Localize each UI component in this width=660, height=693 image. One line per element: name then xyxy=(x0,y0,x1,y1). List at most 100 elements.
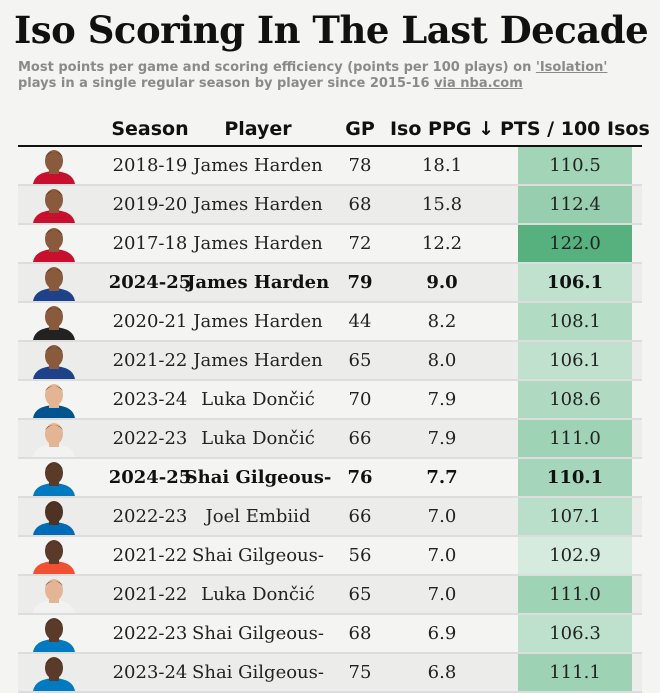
pts-per-100-cell: 107.1 xyxy=(549,506,601,527)
column-header-player: Player xyxy=(224,118,292,140)
player-cell: James Harden xyxy=(186,272,330,293)
player-cell: Shai Gilgeous- xyxy=(192,545,324,566)
table-row: 2022-23 Shai Gilgeous- 68 6.9 106.3 xyxy=(18,615,642,654)
player-headshot xyxy=(25,148,83,184)
column-header-season: Season xyxy=(111,118,189,140)
chart-title: Iso Scoring In The Last Decade xyxy=(14,8,649,52)
pts-heat-cell xyxy=(518,381,632,418)
player-cell: James Harden xyxy=(193,233,323,254)
header-divider xyxy=(18,145,642,147)
headshot-icon xyxy=(33,618,75,652)
table-row: 2024-25 Shai Gilgeous- 76 7.7 110.1 xyxy=(18,459,642,498)
isolation-link[interactable]: 'Isolation' xyxy=(535,60,608,75)
gp-cell: 76 xyxy=(347,467,373,488)
player-cell: James Harden xyxy=(193,194,323,215)
headshot-icon xyxy=(33,228,75,262)
gp-cell: 44 xyxy=(348,311,372,332)
table-row: 2021-22 James Harden 65 8.0 106.1 xyxy=(18,342,642,381)
season-cell: 2024-25 xyxy=(108,272,192,293)
player-headshot xyxy=(25,538,83,574)
iso-ppg-cell: 7.9 xyxy=(427,389,457,410)
chart-subtitle: Most points per game and scoring efficie… xyxy=(18,60,648,92)
player-headshot xyxy=(25,499,83,535)
player-headshot xyxy=(25,343,83,379)
gp-cell: 65 xyxy=(348,350,372,371)
iso-ppg-cell: 6.8 xyxy=(427,662,457,683)
player-headshot xyxy=(25,226,83,262)
player-cell: Luka Dončić xyxy=(201,389,315,410)
column-header-pts-per-100[interactable]: PTS / 100 Isos xyxy=(500,118,650,140)
headshot-icon xyxy=(33,189,75,223)
player-cell: Shai Gilgeous- xyxy=(192,623,324,644)
iso-ppg-cell: 7.0 xyxy=(427,584,457,605)
gp-cell: 65 xyxy=(348,584,372,605)
gp-cell: 56 xyxy=(348,545,372,566)
headshot-icon xyxy=(33,345,75,379)
iso-ppg-cell: 8.0 xyxy=(427,350,457,371)
table-row: 2022-23 Luka Dončić 66 7.9 111.0 xyxy=(18,420,642,459)
headshot-icon xyxy=(33,579,75,613)
player-cell: Shai Gilgeous- xyxy=(184,467,332,488)
pts-per-100-cell: 111.0 xyxy=(549,428,601,449)
iso-ppg-cell: 18.1 xyxy=(421,155,463,176)
player-cell: James Harden xyxy=(193,155,323,176)
source-link[interactable]: via nba.com xyxy=(434,76,523,91)
player-headshot xyxy=(25,304,83,340)
pts-heat-cell xyxy=(518,459,632,496)
season-cell: 2022-23 xyxy=(112,428,188,449)
pts-per-100-cell: 108.1 xyxy=(549,311,601,332)
player-headshot xyxy=(25,616,83,652)
player-headshot xyxy=(25,655,83,691)
pts-heat-cell xyxy=(518,225,632,262)
player-headshot xyxy=(25,577,83,613)
iso-ppg-cell: 8.2 xyxy=(427,311,457,332)
player-cell: James Harden xyxy=(193,350,323,371)
season-cell: 2024-25 xyxy=(108,467,192,488)
iso-ppg-cell: 15.8 xyxy=(421,194,463,215)
pts-per-100-cell: 112.4 xyxy=(549,194,601,215)
column-header-iso-ppg[interactable]: Iso PPG ↓ xyxy=(389,118,495,140)
column-header-gp: GP xyxy=(345,118,375,140)
pts-heat-cell xyxy=(518,147,632,184)
player-headshot xyxy=(25,460,83,496)
gp-cell: 78 xyxy=(348,155,372,176)
player-headshot xyxy=(25,421,83,457)
player-headshot xyxy=(25,265,83,301)
table-row: 2019-20 James Harden 68 15.8 112.4 xyxy=(18,186,642,225)
season-cell: 2019-20 xyxy=(112,194,188,215)
season-cell: 2021-22 xyxy=(112,545,188,566)
player-cell: James Harden xyxy=(193,311,323,332)
iso-ppg-cell: 12.2 xyxy=(421,233,463,254)
pts-heat-cell xyxy=(518,303,632,340)
gp-cell: 66 xyxy=(348,506,372,527)
season-cell: 2020-21 xyxy=(112,311,188,332)
pts-heat-cell xyxy=(518,420,632,457)
pts-per-100-cell: 106.1 xyxy=(546,272,604,293)
season-cell: 2022-23 xyxy=(112,506,188,527)
headshot-icon xyxy=(33,462,75,496)
iso-ppg-cell: 6.9 xyxy=(427,623,457,644)
table-row: 2024-25 James Harden 79 9.0 106.1 xyxy=(18,264,642,303)
headshot-icon xyxy=(33,150,75,184)
table-row: 2020-21 James Harden 44 8.2 108.1 xyxy=(18,303,642,342)
pts-heat-cell xyxy=(518,537,632,574)
iso-ppg-cell: 7.0 xyxy=(427,506,457,527)
pts-heat-cell xyxy=(518,576,632,613)
subtitle-text-1: Most points per game and scoring efficie… xyxy=(18,60,536,75)
gp-cell: 66 xyxy=(348,428,372,449)
headshot-icon xyxy=(33,501,75,535)
season-cell: 2022-23 xyxy=(112,623,188,644)
gp-cell: 75 xyxy=(348,662,372,683)
pts-heat-cell xyxy=(518,615,632,652)
iso-ppg-cell: 7.0 xyxy=(427,545,457,566)
table-row: 2021-22 Shai Gilgeous- 56 7.0 102.9 xyxy=(18,537,642,576)
table-row: 2022-23 Joel Embiid 66 7.0 107.1 xyxy=(18,498,642,537)
gp-cell: 68 xyxy=(348,194,372,215)
pts-heat-cell xyxy=(518,498,632,535)
table-row: 2021-22 Luka Dončić 65 7.0 111.0 xyxy=(18,576,642,615)
iso-ppg-cell: 7.9 xyxy=(427,428,457,449)
player-cell: Luka Dončić xyxy=(201,584,315,605)
season-cell: 2021-22 xyxy=(112,350,188,371)
pts-per-100-cell: 110.1 xyxy=(546,467,604,488)
table-row: 2018-19 James Harden 78 18.1 110.5 xyxy=(18,147,642,186)
